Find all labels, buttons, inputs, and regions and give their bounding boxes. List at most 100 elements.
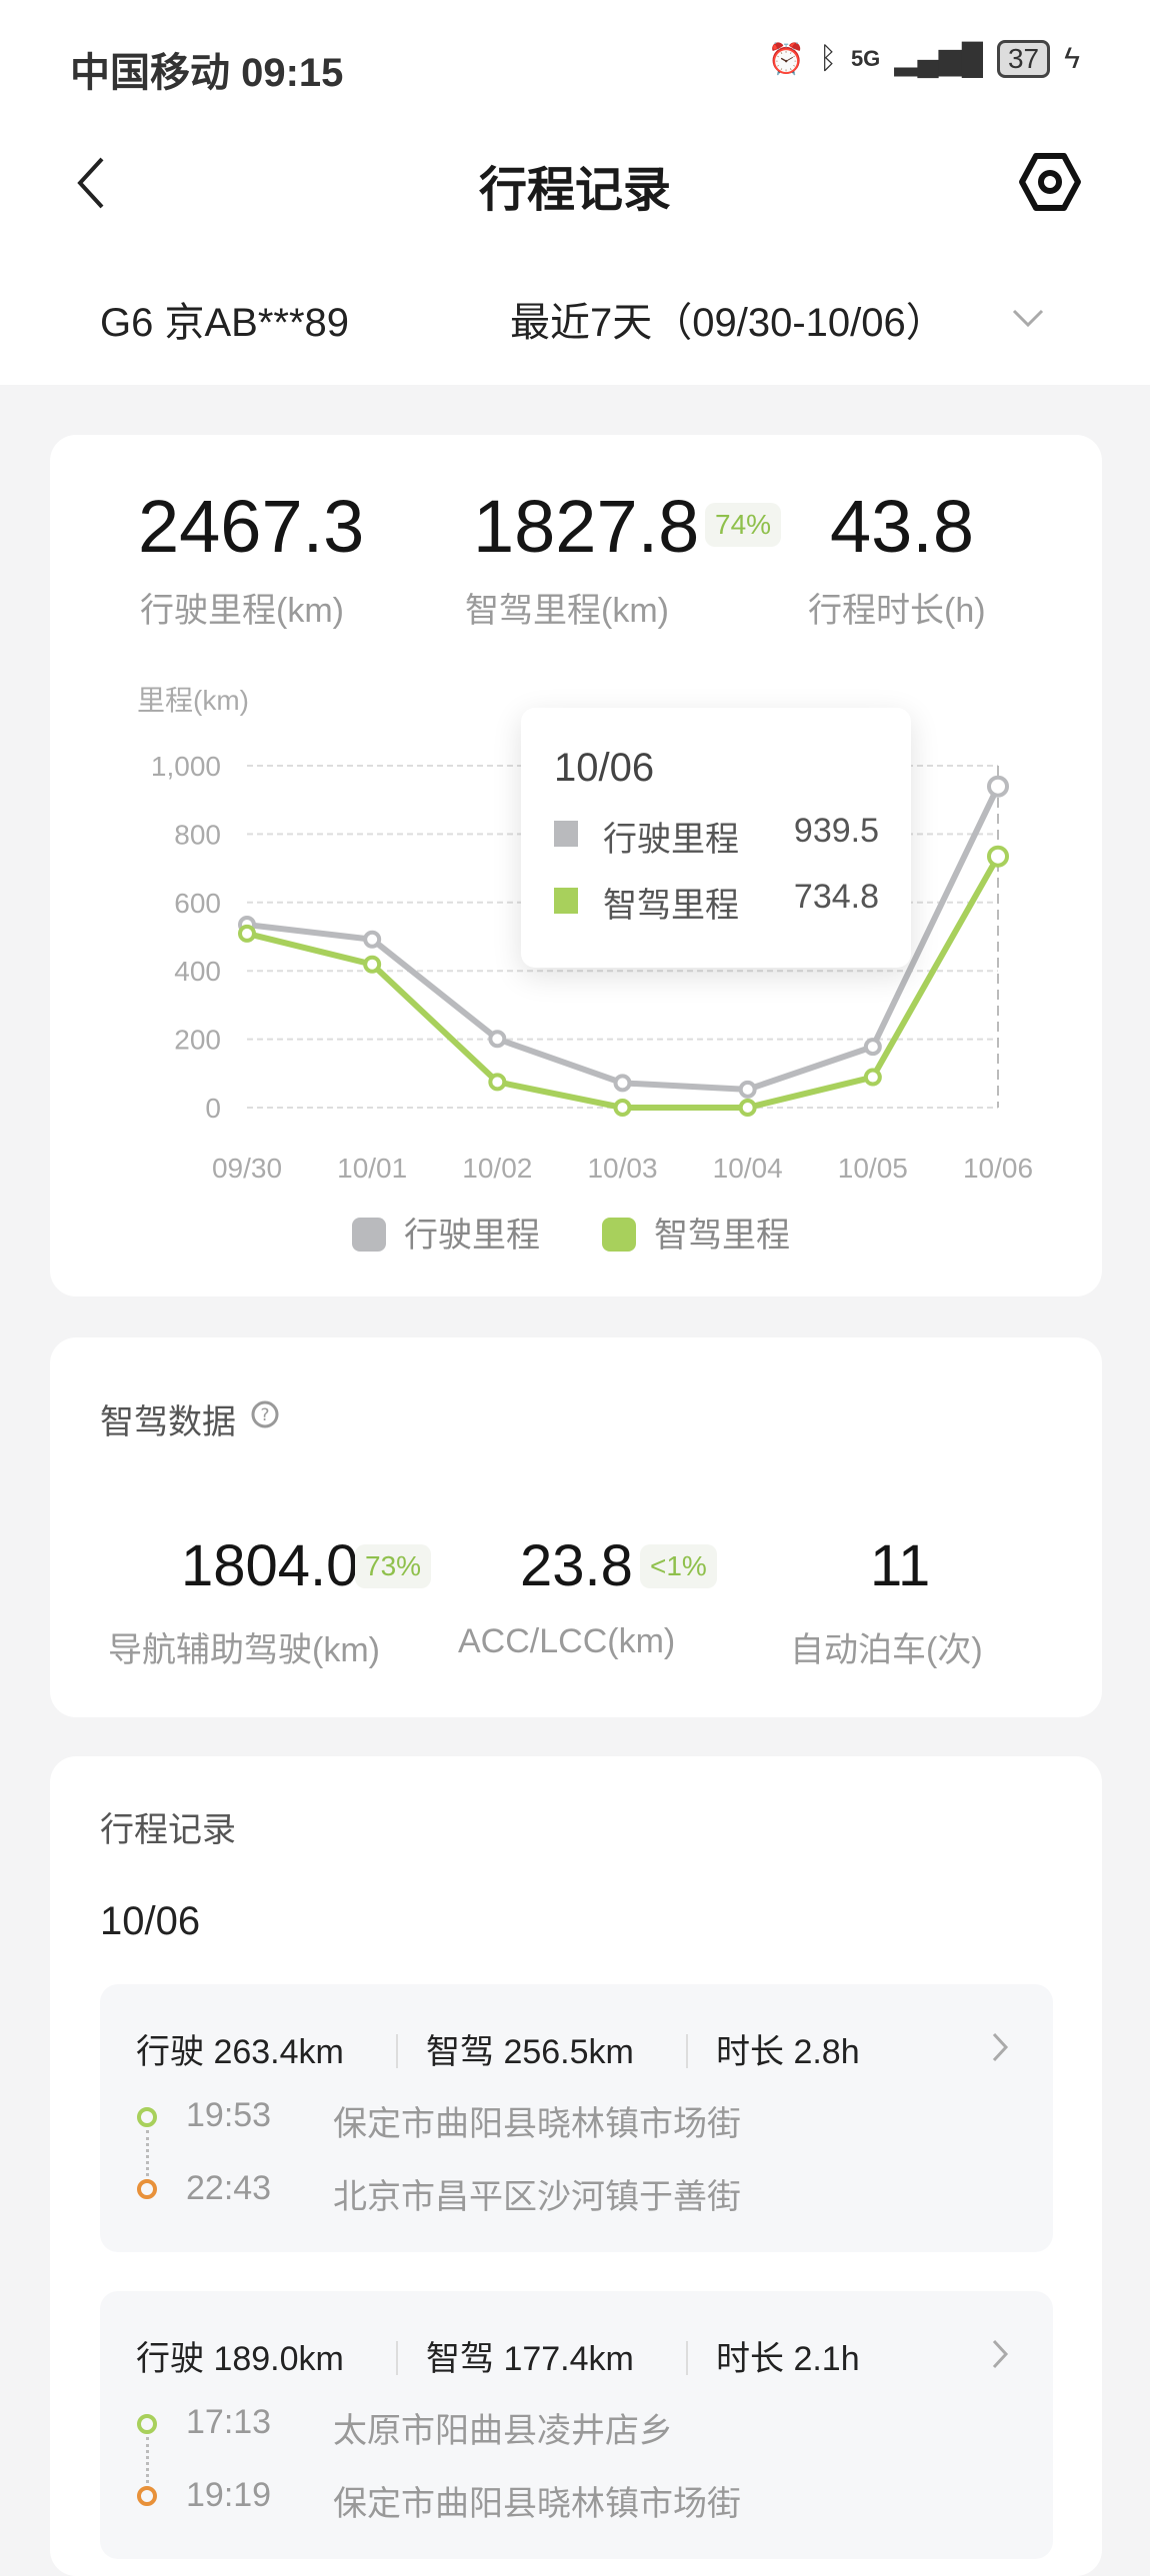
divider [396,2034,398,2068]
x-tick-label: 10/01 [337,1153,407,1184]
x-tick-label: 10/04 [713,1153,783,1184]
page-title: 行程记录 [478,164,671,217]
nav-assist-label: 导航辅助驾驶(km) [108,1631,380,1669]
records-date: 10/06 [100,1899,201,1943]
tooltip-value-smart: 734.8 [793,878,879,916]
x-tick-label: 09/30 [212,1153,282,1184]
tooltip-title: 10/06 [554,746,655,790]
tooltip-label-smart: 智驾里程 [603,887,739,925]
bluetooth-icon: ᛒ [818,42,837,75]
data-point[interactable] [238,924,256,943]
data-point[interactable] [488,1073,507,1092]
acc-value: 23.8 [520,1533,633,1598]
signal-icon: ▂▄▆█ [894,42,983,76]
chevron-right-icon[interactable] [990,2337,1010,2371]
trip-start-time: 19:53 [186,2096,272,2134]
data-point[interactable] [863,1068,882,1087]
acc-label: ACC/LCC(km) [458,1622,676,1660]
help-icon[interactable]: ? [250,1399,280,1429]
tooltip-label-total: 行驶里程 [603,821,739,859]
svg-text:?: ? [260,1405,269,1425]
nav-assist-value: 1804.0 [181,1533,359,1598]
data-point[interactable] [987,775,1009,798]
total-mileage-value: 2467.3 [138,485,365,568]
charging-icon: ϟ [1064,42,1080,75]
y-tick-label: 0 [205,1093,221,1124]
start-dot-icon [137,2107,157,2127]
trip-end-address: 北京市昌平区沙河镇于善街 [333,2178,741,2216]
data-point[interactable] [738,1080,757,1099]
chart-tooltip: 10/06 行驶里程 939.5 智驾里程 734.8 [521,708,911,968]
data-point[interactable] [863,1038,882,1057]
status-carrier-time: 中国移动 09:15 [70,51,344,95]
vehicle-selector[interactable]: G6 京AB***89 [100,301,350,345]
data-point[interactable] [987,845,1009,868]
nav-assist-badge: 73% [355,1544,432,1588]
legend-label[interactable]: 行驶里程 [404,1217,540,1255]
trip-drive: 行驶 189.0km [136,2340,344,2378]
x-tick-label: 10/06 [963,1153,1033,1184]
trip-duration: 时长 2.8h [716,2033,860,2071]
battery-icon: 37 [996,40,1051,78]
chevron-right-icon[interactable] [990,2030,1010,2064]
data-point[interactable] [738,1099,757,1117]
x-tick-label: 10/03 [587,1153,657,1184]
route-connector [146,2437,149,2483]
data-point[interactable] [613,1074,632,1093]
end-dot-icon [137,2486,157,2506]
data-point[interactable] [488,1030,507,1049]
date-range-selector[interactable]: 最近7天（09/30-10/06） [510,301,946,345]
tooltip-value-total: 939.5 [793,812,879,850]
legend-swatch[interactable] [352,1218,386,1252]
divider [686,2034,688,2068]
y-tick-label: 400 [174,956,221,987]
legend-swatch[interactable] [602,1218,636,1252]
trip-end-time: 19:19 [186,2476,272,2514]
start-dot-icon [137,2414,157,2434]
smart-mileage-value: 1827.8 [473,485,700,568]
data-point[interactable] [613,1099,632,1117]
smart-data-card: 智驾数据 ? 1804.0 73% 导航辅助驾驶(km) 23.8 <1% AC… [50,1337,1102,1717]
trip-end-address: 保定市曲阳县晓林镇市场街 [333,2485,741,2523]
trip-smart: 智驾 177.4km [426,2340,634,2378]
tooltip-swatch-total [554,821,578,847]
smart-ratio-badge: 74% [705,503,782,547]
trip-end-time: 22:43 [186,2169,272,2207]
y-tick-label: 600 [174,888,221,919]
total-mileage-label: 行驶里程(km) [140,592,344,630]
tooltip-swatch-smart [554,888,578,914]
trip-item[interactable]: 行驶 263.4km 智驾 256.5km 时长 2.8h 19:53 保定市曲… [100,1984,1053,2252]
data-point[interactable] [363,955,382,974]
y-tick-label: 800 [174,819,221,850]
back-icon[interactable] [70,155,110,211]
duration-label: 行程时长(h) [808,592,986,630]
route-connector [146,2130,149,2176]
y-axis-label: 里程(km) [137,685,249,716]
top-bar [0,0,1150,385]
trip-item[interactable]: 行驶 189.0km 智驾 177.4km 时长 2.1h 17:13 太原市阳… [100,2291,1053,2559]
smart-mileage-label: 智驾里程(km) [465,592,669,630]
trip-start-time: 17:13 [186,2403,272,2441]
mileage-line-chart: 里程(km) 0 200 400 600 800 1,000 09/30 10/01 10/02 1… [137,685,1033,1255]
divider [686,2341,688,2375]
records-title: 行程记录 [100,1811,236,1849]
duration-value: 43.8 [830,485,975,568]
y-tick-label: 1,000 [151,751,221,782]
trip-duration: 时长 2.1h [716,2340,860,2378]
trip-start-address: 太原市阳曲县凌井店乡 [333,2412,673,2450]
divider [396,2341,398,2375]
x-tick-label: 10/05 [838,1153,908,1184]
parking-value: 11 [870,1533,931,1598]
settings-icon[interactable] [1018,150,1082,214]
end-dot-icon [137,2179,157,2199]
smart-data-title: 智驾数据 [100,1403,236,1441]
legend-label[interactable]: 智驾里程 [654,1217,790,1255]
chevron-down-icon[interactable] [1010,305,1046,329]
alarm-icon: ⏰ [767,42,805,76]
trip-drive: 行驶 263.4km [136,2033,344,2071]
x-tick-label: 10/02 [462,1153,532,1184]
trip-start-address: 保定市曲阳县晓林镇市场街 [333,2105,741,2143]
y-tick-label: 200 [174,1025,221,1056]
data-point[interactable] [363,930,382,949]
status-icons: ⏰ ᛒ 5G ▂▄▆█ 37 ϟ [768,40,1080,78]
